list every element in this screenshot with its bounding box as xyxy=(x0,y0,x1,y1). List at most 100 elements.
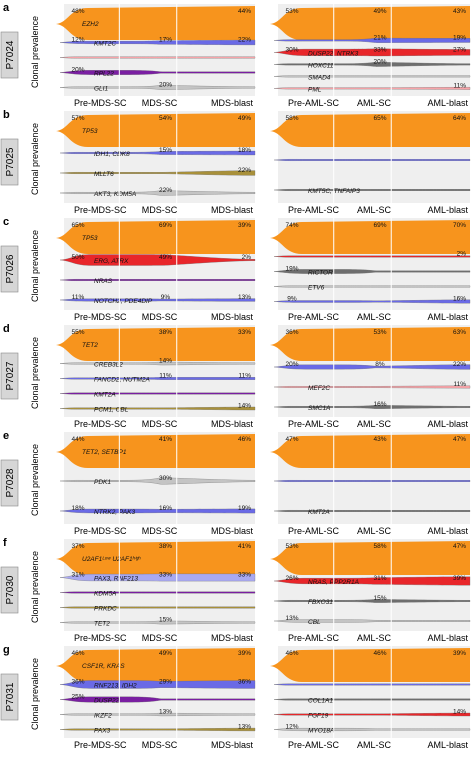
clone-prevalence-value: 13% xyxy=(238,724,251,731)
x-axis-timepoint-label: MDS-blast xyxy=(211,205,254,215)
clone-prevalence-value: 64% xyxy=(453,115,466,122)
clone-0: U2AF1ᴸᵒʷ U2AF1ʰⁱᵍʰ 37% 38% 41% xyxy=(56,541,255,575)
clone-gene-label: IDH1, CDK8 xyxy=(94,151,130,158)
clone-gene-label: MLLT6 xyxy=(94,171,114,178)
clone-0: 74% 69% 70% xyxy=(270,220,470,254)
clone-1 xyxy=(273,480,471,482)
patient-id: P7027 xyxy=(5,361,16,390)
clone-prevalence-value: 53% xyxy=(285,543,298,550)
clone-gene-label: MYO18A xyxy=(308,728,334,735)
clone-2: DUSP22 25% xyxy=(59,694,256,705)
clone-gene-label: KDM5A xyxy=(94,591,116,598)
clone-prevalence-value: 58% xyxy=(373,543,386,550)
clone-prevalence-value: 58% xyxy=(285,115,298,122)
clone-gene-label: PDK1 xyxy=(94,479,111,486)
patient-id: P7028 xyxy=(5,468,16,497)
clone-prevalence-value: 14% xyxy=(159,358,172,365)
y-axis-label: Clonal prevalence xyxy=(30,230,40,302)
clone-2 xyxy=(59,56,256,59)
clone-0: CSF1R, KRAS 46% 49% 39% xyxy=(56,648,255,682)
clone-2: RICTOR 19% xyxy=(273,266,471,277)
clone-3: IKZF2 13% xyxy=(59,709,256,720)
x-axis-timepoint-label: MDS-SC xyxy=(142,419,178,429)
x-axis-timepoint-label: Pre-AML-SC xyxy=(288,526,340,536)
clone-0: 47% 43% 47% xyxy=(270,434,470,468)
clone-prevalence-value: 16% xyxy=(453,296,466,303)
clone-prevalence-value: 43% xyxy=(453,8,466,15)
clone-3: FGF19 14% xyxy=(273,709,471,720)
founder-clone-shape xyxy=(270,220,470,254)
clone-prevalence-value: 33% xyxy=(373,46,386,53)
founder-clone-shape xyxy=(56,434,255,468)
clone-prevalence-value: 30% xyxy=(159,475,172,482)
clone-0: 46% 46% 39% xyxy=(270,648,470,682)
clone-1 xyxy=(273,159,471,161)
mds-fishplot-panel: EZH2 48% 44% KMT2C 12% 17% 22% RPL22 20% GLI1 20% P… xyxy=(56,4,256,108)
clone-gene-label: NTRK2, PAK3 xyxy=(94,509,135,516)
clone-prevalence-value: 49% xyxy=(373,8,386,15)
x-axis-timepoint-label: Pre-MDS-SC xyxy=(74,312,127,322)
y-axis-label: Clonal prevalence xyxy=(30,123,40,195)
mds-fishplot-panel: TET2 55% 38% 33% CREB3L2 14% FANCD2, NUTM2A 11%… xyxy=(56,325,256,429)
clone-prevalence-value: 70% xyxy=(453,222,466,229)
x-axis-timepoint-label: MDS-SC xyxy=(142,740,178,750)
founder-clone-shape xyxy=(56,648,255,682)
x-axis-timepoint-label: MDS-blast xyxy=(211,633,254,643)
clone-prevalence-value: 54% xyxy=(159,115,172,122)
clone-prevalence-value: 46% xyxy=(285,650,298,657)
clone-prevalence-value: 21% xyxy=(373,34,386,41)
clone-prevalence-value: 13% xyxy=(285,615,298,622)
x-axis-timepoint-label: MDS-blast xyxy=(211,740,254,750)
clone-1: 20% 8% 22% xyxy=(273,361,471,370)
clone-gene-label: DUSP22 xyxy=(94,698,120,705)
clone-3: AKT3, KDM5A 22% xyxy=(59,187,256,198)
clone-0: TP53 57% 54% 49% xyxy=(56,113,255,147)
clone-4: TET2 15% xyxy=(59,617,256,628)
clone-gene-label: COL1A1 xyxy=(308,698,333,705)
panel-letter: c xyxy=(3,216,9,228)
clone-1: PAX3, RNF213 31% 33% 33% xyxy=(59,572,256,583)
founder-clone-shape xyxy=(56,220,255,254)
mds-fishplot-panel: U2AF1ᴸᵒʷ U2AF1ʰⁱᵍʰ 37% 38% 41% PAX3, RNF213 3… xyxy=(56,539,256,643)
x-axis-timepoint-label: AML-blast xyxy=(427,205,468,215)
clone-3: PRKDC xyxy=(59,606,256,613)
clone-prevalence-value: 41% xyxy=(238,543,251,550)
clone-prevalence-value: 20% xyxy=(71,67,84,74)
y-axis-label: Clonal prevalence xyxy=(30,444,40,516)
clone-3: CBL 13% xyxy=(273,615,471,626)
y-axis-label: Clonal prevalence xyxy=(30,551,40,623)
clone-4: 9% 16% xyxy=(273,296,471,304)
clone-gene-label: CBL xyxy=(308,619,321,626)
clone-prevalence-value: 74% xyxy=(285,222,298,229)
clone-prevalence-value: 22% xyxy=(238,37,251,44)
x-axis-timepoint-label: Pre-AML-SC xyxy=(288,633,340,643)
patient-label-box xyxy=(0,138,19,186)
clone-0: TET2, SETBP1 44% 41% 46% xyxy=(56,434,255,468)
clone-prevalence-value: 18% xyxy=(71,505,84,512)
founder-clone-shape xyxy=(56,113,255,147)
clone-prevalence-value: 26% xyxy=(285,575,298,582)
clone-prevalence-value: 16% xyxy=(373,401,386,408)
x-axis-timepoint-label: AML-SC xyxy=(357,312,392,322)
patient-label-box xyxy=(0,245,19,293)
x-axis-timepoint-label: MDS-SC xyxy=(142,633,178,643)
patient-id: P7024 xyxy=(5,40,16,69)
x-axis-timepoint-label: MDS-SC xyxy=(142,205,178,215)
row-P7025: b P7025 Clonal prevalence TP53 57% 54% 49% IDH1… xyxy=(0,109,471,215)
clone-1: 21% 19% xyxy=(273,34,471,43)
x-axis-timepoint-label: AML-SC xyxy=(357,740,392,750)
clone-prevalence-value: 2% xyxy=(242,254,252,261)
x-axis-timepoint-label: Pre-AML-SC xyxy=(288,98,340,108)
clone-prevalence-value: 14% xyxy=(453,709,466,716)
clone-prevalence-value: 47% xyxy=(285,436,298,443)
clone-prevalence-value: 11% xyxy=(159,373,172,380)
clone-4: GLI1 20% xyxy=(59,82,256,93)
clone-gene-label: NOTCH2, PDE4DIP xyxy=(94,298,153,305)
clone-2: NTRK2, PAK3 18% 16% 19% xyxy=(59,505,256,516)
founder-clone-shape xyxy=(270,434,470,468)
clone-2: FBXO31 15% xyxy=(273,595,471,606)
clone-1: KMT2C 12% 17% 22% xyxy=(59,37,256,48)
founder-clone-shape xyxy=(270,327,470,361)
